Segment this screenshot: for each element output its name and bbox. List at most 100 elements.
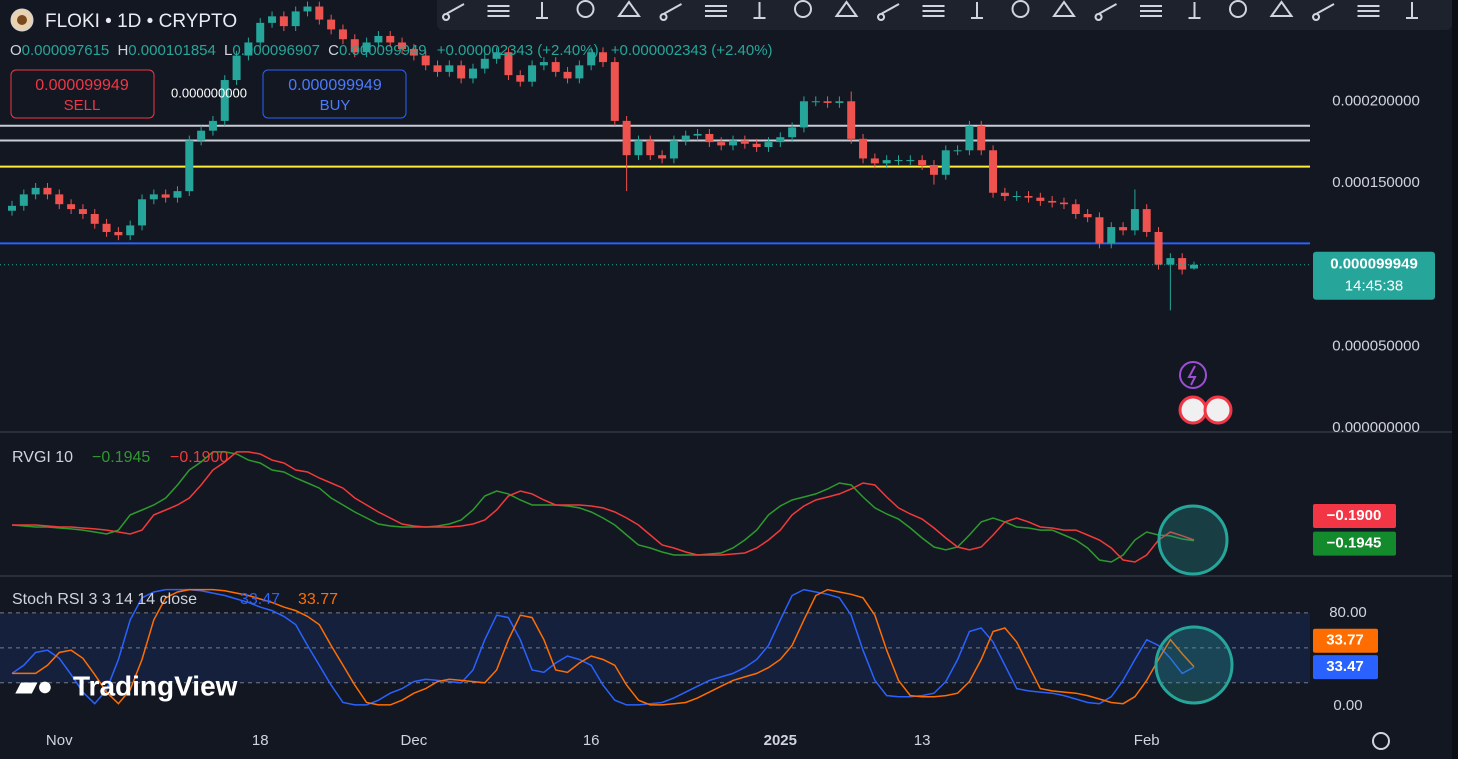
candle-body	[315, 6, 324, 20]
toolbar-icon[interactable]	[536, 2, 548, 19]
toolbar-icon[interactable]	[1312, 3, 1335, 21]
candle-body	[1048, 200, 1057, 203]
candle-body	[1024, 196, 1033, 198]
candle-body	[1012, 196, 1021, 198]
candle-body	[658, 155, 667, 159]
toolbar-icons	[442, 0, 1418, 21]
drawing-toolbar	[437, 0, 1452, 30]
event-flag[interactable]	[1178, 395, 1208, 425]
toolbar-icon[interactable]	[753, 2, 766, 19]
toolbar-icon[interactable]	[1094, 3, 1117, 21]
candle-body	[78, 209, 87, 214]
candle-body	[717, 142, 726, 146]
settings-icon[interactable]	[1372, 732, 1390, 750]
toolbar-icon[interactable]	[1229, 0, 1247, 18]
candle-body	[291, 11, 300, 27]
candle-body	[268, 16, 277, 23]
candle-body	[859, 138, 868, 159]
toolbar-icon[interactable]	[834, 0, 859, 17]
candle-body	[693, 133, 702, 136]
toolbar-icon[interactable]	[1406, 2, 1418, 19]
candle-body	[409, 49, 418, 56]
candle-body	[1107, 227, 1116, 244]
y-tick-label: 0.00	[1333, 697, 1362, 714]
y-tick-label: 0.000050000	[1332, 337, 1420, 354]
event-flag[interactable]	[1203, 395, 1233, 425]
icon-stroke	[617, 0, 641, 17]
candle-body	[421, 55, 430, 66]
candle-body	[220, 80, 229, 121]
toolbar-icon[interactable]	[442, 3, 465, 21]
value-box	[1313, 628, 1378, 653]
toolbar-icon[interactable]	[705, 5, 727, 17]
toolbar-icon[interactable]	[576, 0, 595, 18]
candle-body	[563, 71, 572, 79]
candle-body	[622, 120, 631, 156]
candle-body	[433, 65, 442, 72]
icon-stroke	[1312, 3, 1335, 21]
y-tick-label: 0.000000000	[1332, 419, 1420, 436]
indicator-line	[12, 451, 1195, 563]
sell-price: 0.000099949	[35, 77, 129, 94]
event-icon[interactable]	[1179, 361, 1207, 389]
candle-body	[681, 135, 690, 141]
candle-body	[575, 65, 584, 79]
legend-value: −0.1945	[92, 449, 150, 466]
candle-body	[906, 160, 915, 162]
toolbar-icon[interactable]	[922, 5, 945, 17]
icon-stroke	[659, 3, 682, 21]
candle-body	[634, 140, 643, 156]
value-box	[1313, 504, 1396, 528]
candle-body	[102, 223, 111, 232]
candle-body	[811, 101, 820, 103]
symbol-title[interactable]: FLOKI • 1D • CRYPTO	[45, 11, 237, 32]
candle-body	[279, 16, 288, 27]
brand-name: TradingView	[73, 670, 238, 701]
candle-body	[1083, 214, 1092, 218]
candle-body	[965, 125, 974, 151]
candle-body	[55, 194, 64, 205]
toolbar-icon[interactable]	[1011, 0, 1030, 18]
toolbar-icon[interactable]	[487, 5, 510, 17]
toolbar-icon[interactable]	[794, 0, 812, 18]
plot	[0, 1, 1310, 706]
candle-body	[729, 140, 738, 146]
candle-body	[480, 58, 489, 69]
candle-body	[799, 101, 808, 128]
icon-stroke	[877, 3, 900, 21]
event-icon-bolt	[1187, 365, 1197, 386]
x-tick-label: 2025	[764, 732, 797, 749]
toolbar-icon[interactable]	[971, 2, 983, 19]
indicator-line	[12, 588, 1195, 706]
toolbar-icon[interactable]	[877, 3, 900, 21]
toolbar-icon[interactable]	[617, 0, 641, 17]
sell-button[interactable]	[10, 69, 155, 119]
toolbar-icon[interactable]	[659, 3, 682, 21]
candle-body	[1071, 204, 1080, 214]
countdown: 14:45:38	[1345, 278, 1403, 295]
toolbar-icon[interactable]	[1140, 5, 1162, 17]
icon-stroke	[1188, 2, 1201, 19]
candle-body	[752, 143, 761, 148]
candle-body	[19, 194, 28, 206]
toolbar-icon[interactable]	[1357, 5, 1380, 17]
value-box	[1313, 655, 1378, 680]
candle-body	[587, 52, 596, 66]
candle-body	[244, 42, 253, 56]
change: +0.000002343 (+2.40%)	[437, 42, 599, 59]
candle-body	[894, 160, 903, 162]
buy-button[interactable]	[262, 69, 407, 119]
legend-value: 33.77	[298, 591, 338, 608]
candle-body	[8, 205, 16, 211]
candle-body	[823, 101, 832, 103]
toolbar-icon[interactable]	[1052, 0, 1076, 17]
candle-body	[740, 140, 749, 144]
toolbar-icon[interactable]	[1269, 0, 1294, 17]
last-price-box	[1313, 251, 1435, 300]
candle-body	[539, 62, 548, 66]
buy-price: 0.000099949	[288, 77, 382, 94]
candle-body	[67, 204, 76, 210]
toolbar-icon[interactable]	[1188, 2, 1201, 19]
icon-stroke	[1011, 0, 1030, 18]
